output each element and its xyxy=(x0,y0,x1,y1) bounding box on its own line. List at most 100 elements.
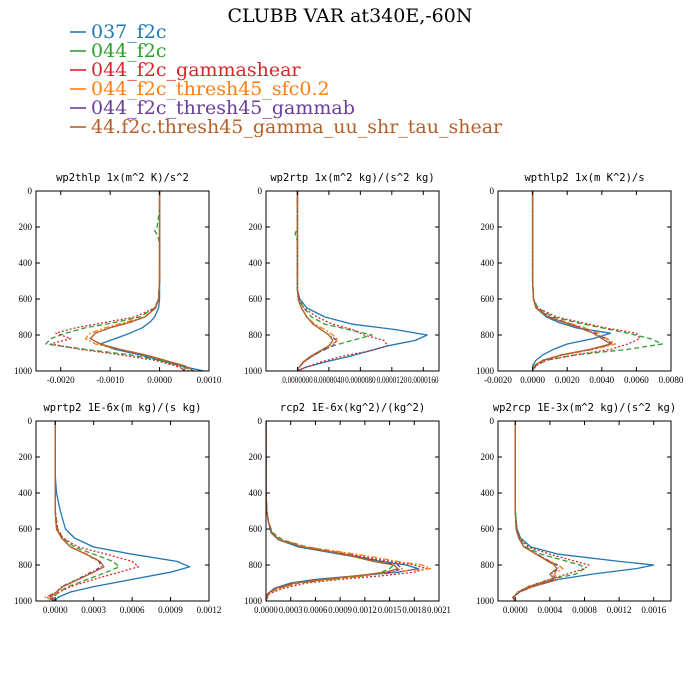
y-tick-label: 400 xyxy=(19,258,33,268)
legend-entry: 037_f2c xyxy=(91,21,167,43)
x-tick-label: 0.0016 xyxy=(641,605,666,615)
x-tick-label: -0.0010 xyxy=(96,375,124,385)
x-tick-label: 0.0018 xyxy=(402,605,426,615)
x-tick-label: 0.0000 xyxy=(254,605,278,615)
y-tick-label: 800 xyxy=(19,330,33,340)
y-tick-label: 600 xyxy=(249,294,263,304)
subplot-4: wprtp2 1E-6x(m kg)/(s kg) 0 200 400 600 800 10… xyxy=(14,402,221,615)
x-tick-label: 0.0080 xyxy=(659,375,684,385)
y-tick-label: 800 xyxy=(481,560,495,570)
subplot-title: wprtp2 1E-6x(m kg)/(s kg) xyxy=(43,402,201,414)
plot-frame xyxy=(265,420,440,602)
y-tick-label: 1000 xyxy=(244,596,263,606)
series-line-6 xyxy=(266,421,399,601)
series-line-6 xyxy=(531,191,612,371)
x-tick-label: 0.0000 xyxy=(520,375,545,385)
x-tick-label: 0.0012 xyxy=(607,605,632,615)
x-tick-label: 0.0004 xyxy=(538,605,563,615)
y-tick-label: 0 xyxy=(258,186,263,196)
plot-frame xyxy=(265,190,440,372)
y-tick-label: 0 xyxy=(28,186,33,196)
x-tick-label: 0.0060 xyxy=(624,375,649,385)
y-tick-label: 600 xyxy=(481,294,495,304)
series-line-2 xyxy=(294,191,373,371)
plot-frame xyxy=(497,190,672,372)
y-tick-label: 200 xyxy=(481,222,495,232)
y-tick-label: 1000 xyxy=(476,366,495,376)
y-tick-label: 800 xyxy=(249,560,263,570)
x-tick-label: 0.0009 xyxy=(158,605,183,615)
subplot-1: wp2thlp 1x(m^2 K)/s^2 0 200 400 600 800 1000 -0… xyxy=(14,172,222,385)
subplot-title: wp2thlp 1x(m^2 K)/s^2 xyxy=(56,172,189,184)
series-line-6 xyxy=(296,191,334,371)
y-tick-label: 600 xyxy=(19,294,33,304)
x-tick-label: -0.0020 xyxy=(47,375,75,385)
figure-legend: 037_f2c044_f2c044_f2c_gammashear044_f2c_… xyxy=(70,21,503,138)
y-tick-label: 200 xyxy=(19,222,33,232)
x-tick-label: 0.0006 xyxy=(120,605,145,615)
x-tick-label: 0.0000120 xyxy=(377,375,408,385)
x-tick-label: 0.0012 xyxy=(197,605,222,615)
x-tick-label: 0.0040 xyxy=(589,375,614,385)
y-tick-label: 400 xyxy=(19,488,33,498)
legend-entry: 044_f2c xyxy=(91,40,167,62)
x-tick-label: 0.0008 xyxy=(572,605,597,615)
series-line-3 xyxy=(266,421,428,601)
legend-entry: 44.f2c.thresh45_gamma_uu_shr_tau_shear xyxy=(91,116,503,138)
x-tick-label: 0.0015 xyxy=(378,605,402,615)
y-tick-label: 1000 xyxy=(14,596,33,606)
series-line-6 xyxy=(512,421,558,601)
y-tick-label: 600 xyxy=(19,524,33,534)
subplot-3: wpthlp2 1x(m K^2)/s 0 200 400 600 800 1000-0.0… xyxy=(476,172,684,385)
x-tick-label: 0.0010 xyxy=(197,375,222,385)
y-tick-label: 1000 xyxy=(14,366,33,376)
plot-frame xyxy=(35,420,210,602)
subplot-2: wp2rtp 1x(m^2 kg)/(s^2 kg) 0 200 400 600 800 1… xyxy=(244,172,440,385)
x-tick-label: 0.0020 xyxy=(555,375,580,385)
y-tick-label: 1000 xyxy=(244,366,263,376)
x-tick-label: 0.0000040 xyxy=(314,375,345,385)
plot-frame xyxy=(35,190,210,372)
subplot-grid: wp2thlp 1x(m^2 K)/s^202004006008001000-0… xyxy=(14,172,684,615)
series-line-3 xyxy=(52,421,140,601)
y-tick-label: 0 xyxy=(28,416,33,426)
x-tick-label: 0.0012 xyxy=(353,605,377,615)
legend-entry: 044_f2c_thresh45_sfc0.2 xyxy=(91,78,330,100)
subplot-title: rcp2 1E-6x(kg^2)/(kg^2) xyxy=(280,402,425,414)
x-tick-label: 0.0000 xyxy=(43,605,68,615)
legend-entry: 044_f2c_gammashear xyxy=(91,59,301,81)
x-tick-label: 0.0000 xyxy=(147,375,172,385)
y-tick-label: 600 xyxy=(481,524,495,534)
subplot-6: wp2rcp 1E-3x(m^2 kg)/(s^2 kg) 0 200 400 600 8… xyxy=(476,402,676,615)
figure-title: CLUBB VAR at340E,-60N xyxy=(228,5,473,27)
y-tick-label: 800 xyxy=(19,560,33,570)
subplot-title: wp2rtp 1x(m^2 kg)/(s^2 kg) xyxy=(270,172,434,184)
legend-entry: 044_f2c_thresh45_gammab xyxy=(91,97,355,119)
x-tick-label: -0.0020 xyxy=(484,375,512,385)
subplot-title: wp2rcp 1E-3x(m^2 kg)/(s^2 kg) xyxy=(493,402,676,414)
y-tick-label: 200 xyxy=(249,452,263,462)
y-tick-label: 400 xyxy=(249,258,263,268)
y-tick-label: 0 xyxy=(490,416,495,426)
y-tick-label: 600 xyxy=(249,524,263,534)
y-tick-label: 800 xyxy=(481,330,495,340)
x-tick-label: 0.0000080 xyxy=(345,375,376,385)
y-tick-label: 200 xyxy=(249,222,263,232)
x-tick-label: 0.0009 xyxy=(328,605,352,615)
series-line-6 xyxy=(49,421,105,601)
x-tick-label: 0.0000160 xyxy=(408,375,439,385)
x-tick-label: 0.0003 xyxy=(81,605,106,615)
series-line-2 xyxy=(45,191,195,371)
y-tick-label: 400 xyxy=(481,258,495,268)
y-tick-label: 0 xyxy=(490,186,495,196)
x-tick-label: 0.0021 xyxy=(427,605,451,615)
y-tick-label: 200 xyxy=(481,452,495,462)
subplot-title: wpthlp2 1x(m K^2)/s xyxy=(524,172,644,184)
y-tick-label: 400 xyxy=(249,488,263,498)
series-line-6 xyxy=(89,191,195,371)
y-tick-label: 0 xyxy=(258,416,263,426)
y-tick-label: 800 xyxy=(249,330,263,340)
subplot-5: rcp2 1E-6x(kg^2)/(kg^2) 0 200 400 600 800 1000… xyxy=(244,402,451,615)
y-tick-label: 1000 xyxy=(476,596,495,606)
